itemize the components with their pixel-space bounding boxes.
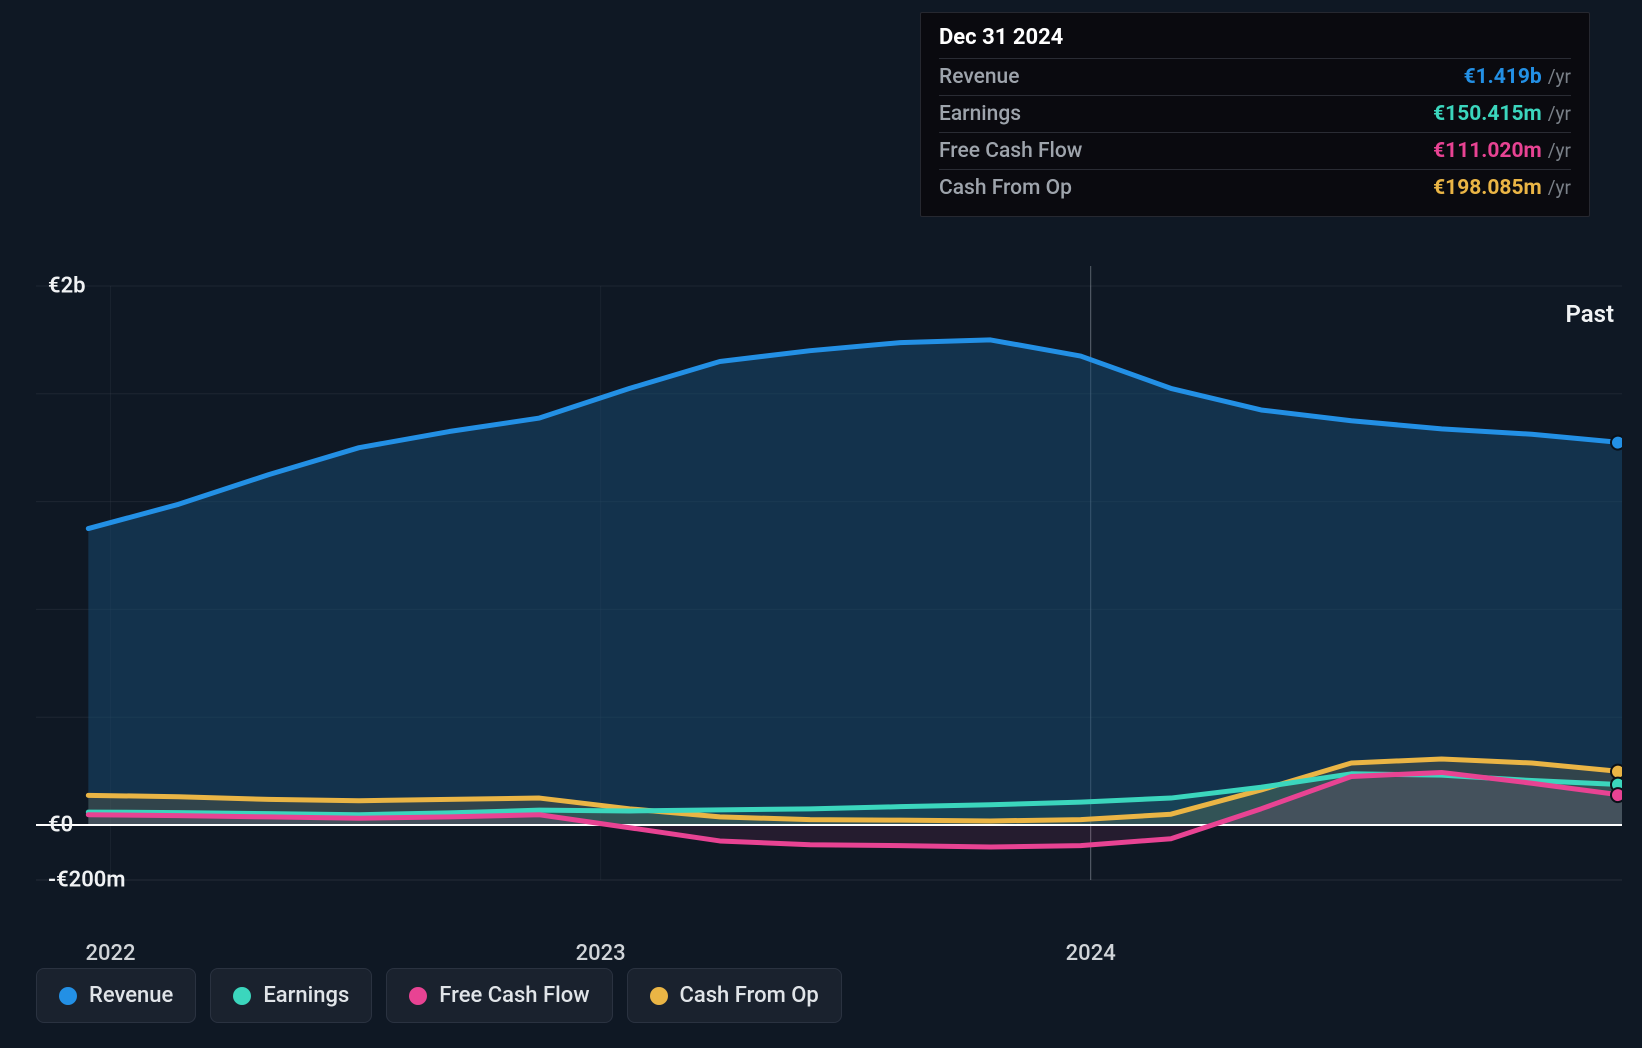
x-axis-label: 2024 [1066,941,1116,966]
tooltip-metric-value: €198.085m [1433,176,1542,200]
y-axis-label: -€200m [48,868,125,893]
tooltip-date: Dec 31 2024 [939,25,1571,58]
tooltip-row: Revenue €1.419b /yr [939,58,1571,95]
legend-label: Cash From Op [680,983,819,1008]
tooltip-row: Free Cash Flow €111.020m /yr [939,132,1571,169]
tooltip-unit: /yr [1548,65,1571,88]
y-axis-label: €0 [48,813,73,838]
past-label: Past [1565,300,1614,328]
tooltip-unit: /yr [1548,102,1571,125]
tooltip-metric-name: Earnings [939,102,1021,126]
legend-dot-icon [650,987,668,1005]
legend-item[interactable]: Cash From Op [627,968,842,1023]
tooltip-metric-value: €1.419b [1464,65,1542,89]
tooltip-metric-name: Cash From Op [939,176,1072,200]
tooltip-rows: Revenue €1.419b /yr Earnings €150.415m /… [939,58,1571,206]
tooltip-metric-value: €150.415m [1433,102,1542,126]
chart-legend: Revenue Earnings Free Cash Flow Cash Fro… [36,968,842,1023]
legend-label: Earnings [263,983,349,1008]
tooltip-metric-value: €111.020m [1433,139,1542,163]
hover-tooltip: Dec 31 2024 Revenue €1.419b /yr Earnings… [920,12,1590,217]
legend-dot-icon [233,987,251,1005]
x-axis-label: 2022 [86,941,136,966]
tooltip-unit: /yr [1548,139,1571,162]
legend-dot-icon [59,987,77,1005]
legend-label: Revenue [89,983,173,1008]
tooltip-unit: /yr [1548,176,1571,199]
legend-label: Free Cash Flow [439,983,589,1008]
x-axis-label: 2023 [576,941,626,966]
legend-item[interactable]: Earnings [210,968,372,1023]
tooltip-row: Cash From Op €198.085m /yr [939,169,1571,206]
legend-item[interactable]: Free Cash Flow [386,968,612,1023]
legend-dot-icon [409,987,427,1005]
tooltip-row: Earnings €150.415m /yr [939,95,1571,132]
tooltip-metric-name: Free Cash Flow [939,139,1082,163]
legend-item[interactable]: Revenue [36,968,196,1023]
y-axis-label: €2b [48,274,86,299]
tooltip-metric-name: Revenue [939,65,1019,89]
